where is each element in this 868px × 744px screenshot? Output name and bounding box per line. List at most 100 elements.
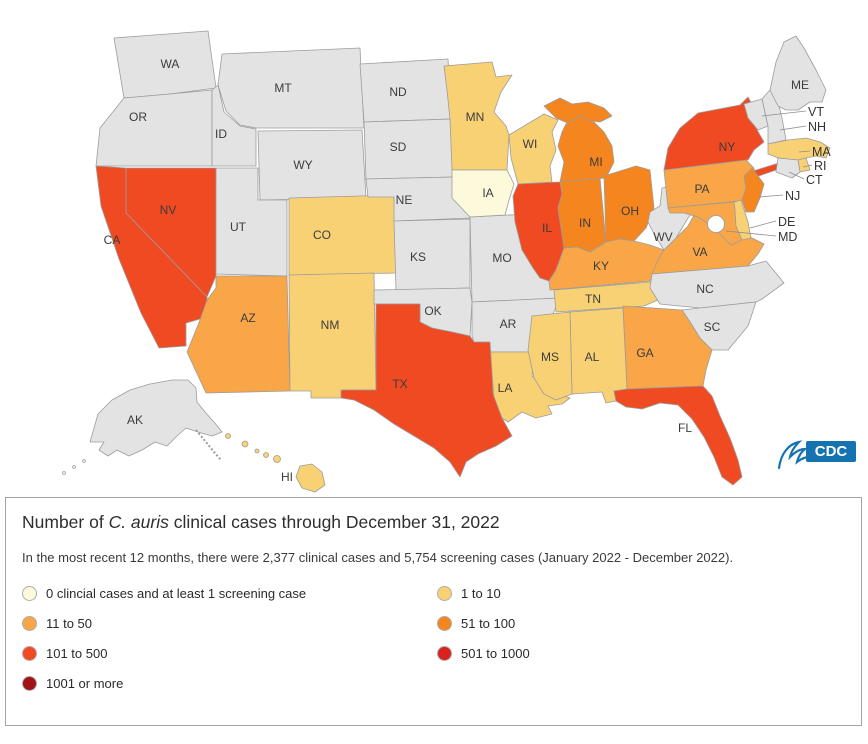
state-wi[interactable] — [508, 113, 559, 185]
state-hi[interactable] — [295, 463, 326, 493]
cdc-logo-text: CDC — [815, 443, 848, 460]
legend-item: 0 clincial cases and at least 1 screenin… — [22, 586, 437, 601]
legend-swatch-icon — [437, 616, 452, 631]
state-wa[interactable] — [113, 30, 217, 99]
state-az[interactable] — [186, 275, 291, 394]
legend-item-label: 1001 or more — [46, 676, 124, 691]
alaska-panhandle — [195, 429, 222, 461]
map-state-label: WV — [653, 230, 672, 244]
legend-swatch-icon — [22, 586, 37, 601]
state-mi-upper[interactable] — [543, 97, 613, 125]
legend-swatch-icon — [22, 676, 37, 691]
legend-swatch-icon — [437, 646, 452, 661]
callout-leader-line — [779, 125, 807, 131]
state-ca[interactable] — [95, 165, 208, 349]
state-tx[interactable] — [340, 303, 513, 478]
legend-item-label: 501 to 1000 — [461, 646, 530, 661]
callout-leader-line — [725, 230, 777, 237]
state-me[interactable] — [769, 35, 827, 111]
state-nj[interactable] — [741, 167, 765, 213]
state-hi-island[interactable] — [241, 440, 249, 448]
callout-label-nj: NJ — [785, 189, 800, 203]
map-state-label: SD — [390, 140, 407, 154]
states-group — [62, 30, 831, 493]
legend-item-label: 101 to 500 — [46, 646, 108, 661]
map-state-label: FL — [678, 421, 692, 435]
panel-subtitle: In the most recent 12 months, there were… — [22, 550, 734, 565]
map-state-label: NV — [160, 203, 177, 217]
map-state-label: KS — [410, 250, 426, 264]
state-vt[interactable] — [743, 98, 769, 131]
map-state-label: WI — [523, 137, 538, 151]
legend-item-label: 1 to 10 — [461, 586, 501, 601]
state-ms[interactable] — [527, 311, 573, 401]
state-hi-island[interactable] — [254, 448, 260, 454]
map-state-label: TN — [585, 292, 601, 306]
cdc-logo-block — [806, 441, 856, 462]
state-or[interactable] — [95, 89, 213, 167]
state-hi-island[interactable] — [225, 433, 231, 439]
state-ak[interactable] — [89, 379, 223, 457]
state-co[interactable] — [288, 194, 398, 276]
map-state-label: WA — [161, 57, 180, 71]
map-state-label: OH — [621, 204, 639, 218]
map-state-label: AK — [127, 413, 143, 427]
state-ia[interactable] — [451, 169, 515, 218]
state-labels-group: WA OR ID MT WY UT CO NV CA AZ NM ND SD NE KS MO OK AR LA TX… — [104, 57, 809, 484]
state-nc[interactable] — [649, 260, 785, 309]
callout-label-de: DE — [778, 215, 795, 229]
cdc-logo: CDC — [777, 440, 856, 470]
state-dc-marker[interactable] — [707, 215, 725, 233]
callout-leader-line — [802, 164, 813, 168]
state-hi-island[interactable] — [263, 452, 269, 458]
us-choropleth-map: WA OR ID MT WY UT CO NV CA AZ NM ND SD NE KS MO OK AR LA TX… — [62, 30, 856, 493]
callout-leader-line — [749, 220, 777, 229]
state-sd[interactable] — [363, 118, 455, 180]
legend-swatch-icon — [22, 616, 37, 631]
legend-item-label: 0 clincial cases and at least 1 screenin… — [46, 586, 307, 601]
map-state-label: MN — [466, 110, 485, 124]
callout-leader-line — [758, 194, 784, 198]
state-ky[interactable] — [548, 238, 665, 291]
state-ma[interactable] — [767, 137, 831, 161]
legend-swatch-icon — [437, 586, 452, 601]
state-fl[interactable] — [613, 385, 743, 486]
legend-item: 1 to 10 — [437, 586, 861, 601]
state-mt[interactable] — [217, 47, 365, 129]
map-state-label: ME — [791, 78, 809, 92]
map-state-label: AL — [585, 350, 600, 364]
state-mi[interactable] — [557, 115, 615, 183]
map-state-label: IN — [579, 216, 591, 230]
callout-label-ri: RI — [814, 159, 827, 173]
state-ct[interactable] — [775, 157, 801, 179]
map-state-label: NM — [321, 318, 340, 332]
map-state-label: MT — [274, 81, 292, 95]
map-state-label: GA — [636, 346, 653, 360]
aleutian-island — [82, 459, 86, 463]
state-nm[interactable] — [288, 272, 377, 399]
legend-panel: Number of C. auris clinical cases throug… — [5, 497, 862, 726]
map-state-label: NE — [396, 193, 413, 207]
map-state-label: LA — [498, 381, 513, 395]
state-de[interactable] — [733, 199, 752, 241]
state-mn[interactable] — [443, 61, 513, 171]
legend: 0 clincial cases and at least 1 screenin… — [22, 586, 861, 691]
state-ks[interactable] — [393, 218, 471, 291]
aleutian-island — [62, 471, 66, 475]
callout-leader-line — [788, 171, 805, 180]
map-state-label: IL — [542, 221, 552, 235]
state-hi-island[interactable] — [273, 455, 281, 463]
map-state-label: NC — [696, 282, 714, 296]
map-state-label: OR — [129, 110, 147, 124]
state-in[interactable] — [557, 177, 607, 253]
map-state-label: ID — [215, 127, 227, 141]
callout-label-ma: MA — [812, 145, 831, 159]
panel-title: Number of C. auris clinical cases throug… — [22, 512, 861, 533]
aleutian-island — [72, 465, 76, 469]
map-state-label: VA — [692, 245, 707, 259]
map-state-label: UT — [230, 220, 247, 234]
legend-swatch-icon — [22, 646, 37, 661]
legend-item: 101 to 500 — [22, 646, 437, 661]
map-state-label: IA — [482, 186, 493, 200]
